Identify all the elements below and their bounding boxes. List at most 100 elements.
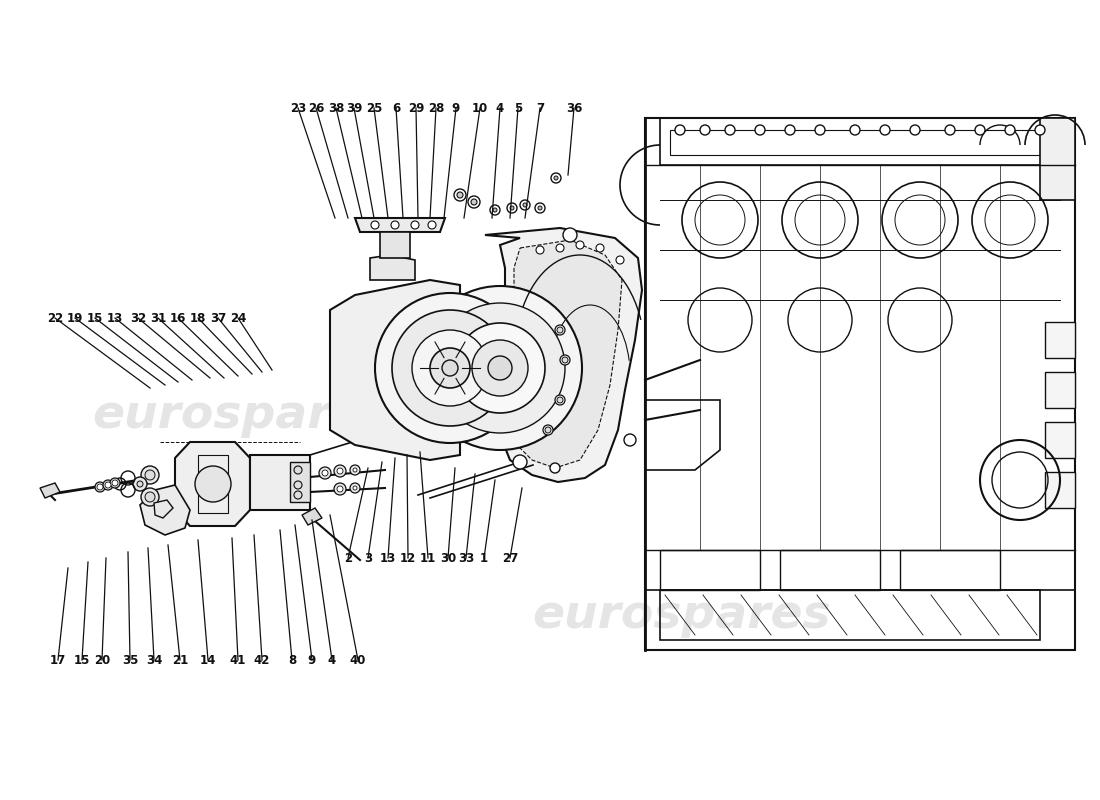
Text: 42: 42 — [254, 654, 271, 666]
Polygon shape — [370, 255, 415, 280]
Polygon shape — [140, 485, 190, 535]
Circle shape — [562, 357, 568, 363]
Circle shape — [138, 481, 143, 487]
Circle shape — [145, 470, 155, 480]
Circle shape — [294, 491, 302, 499]
Polygon shape — [330, 280, 460, 460]
Circle shape — [880, 125, 890, 135]
Circle shape — [815, 125, 825, 135]
Circle shape — [390, 221, 399, 229]
Circle shape — [596, 244, 604, 252]
Polygon shape — [250, 455, 310, 510]
Circle shape — [493, 208, 497, 212]
Text: 21: 21 — [172, 654, 188, 666]
Polygon shape — [154, 500, 173, 518]
Text: 25: 25 — [366, 102, 382, 114]
Text: 39: 39 — [345, 102, 362, 114]
Circle shape — [520, 200, 530, 210]
Text: 14: 14 — [200, 654, 217, 666]
Circle shape — [560, 355, 570, 365]
Circle shape — [454, 189, 466, 201]
Circle shape — [510, 206, 514, 210]
Circle shape — [468, 196, 480, 208]
Circle shape — [554, 176, 558, 180]
Text: 35: 35 — [122, 654, 139, 666]
Circle shape — [850, 125, 860, 135]
Text: 2: 2 — [344, 551, 352, 565]
Circle shape — [411, 221, 419, 229]
Circle shape — [141, 466, 160, 484]
Circle shape — [371, 221, 380, 229]
Circle shape — [557, 327, 563, 333]
Text: 28: 28 — [428, 102, 444, 114]
Circle shape — [975, 125, 984, 135]
Text: 4: 4 — [496, 102, 504, 114]
Text: 13: 13 — [379, 551, 396, 565]
Text: 37: 37 — [210, 311, 227, 325]
Circle shape — [103, 480, 113, 490]
Text: 19: 19 — [67, 311, 84, 325]
Text: 13: 13 — [107, 311, 123, 325]
Text: 9: 9 — [308, 654, 316, 666]
Text: 32: 32 — [130, 311, 146, 325]
Text: 11: 11 — [420, 551, 436, 565]
Text: 34: 34 — [146, 654, 162, 666]
Circle shape — [104, 482, 111, 488]
Polygon shape — [1040, 118, 1075, 200]
Circle shape — [556, 244, 564, 252]
Circle shape — [294, 466, 302, 474]
Circle shape — [353, 468, 358, 472]
Text: 23: 23 — [290, 102, 306, 114]
Circle shape — [337, 468, 343, 474]
Circle shape — [133, 477, 147, 491]
Circle shape — [322, 470, 328, 476]
Circle shape — [434, 303, 565, 433]
Text: 18: 18 — [190, 311, 206, 325]
Text: 33: 33 — [458, 551, 474, 565]
Polygon shape — [175, 442, 250, 526]
Circle shape — [97, 484, 103, 490]
Circle shape — [412, 330, 488, 406]
Circle shape — [112, 480, 118, 486]
Circle shape — [550, 463, 560, 473]
Circle shape — [195, 466, 231, 502]
Text: 15: 15 — [74, 654, 90, 666]
Polygon shape — [355, 218, 446, 232]
Circle shape — [430, 348, 470, 388]
Text: 6: 6 — [392, 102, 400, 114]
Circle shape — [556, 325, 565, 335]
Circle shape — [755, 125, 764, 135]
Circle shape — [535, 203, 544, 213]
Polygon shape — [1045, 322, 1075, 358]
Circle shape — [785, 125, 795, 135]
Text: 30: 30 — [440, 551, 456, 565]
Circle shape — [1035, 125, 1045, 135]
Text: 9: 9 — [452, 102, 460, 114]
Circle shape — [418, 286, 582, 450]
Circle shape — [110, 478, 120, 488]
Circle shape — [556, 395, 565, 405]
Circle shape — [350, 465, 360, 475]
Text: 7: 7 — [536, 102, 544, 114]
Text: 15: 15 — [87, 311, 103, 325]
Polygon shape — [302, 508, 322, 525]
Circle shape — [392, 310, 508, 426]
Text: 12: 12 — [400, 551, 416, 565]
Polygon shape — [1045, 372, 1075, 408]
Text: 38: 38 — [328, 102, 344, 114]
Text: 17: 17 — [50, 654, 66, 666]
Circle shape — [442, 360, 458, 376]
Text: 40: 40 — [350, 654, 366, 666]
Circle shape — [353, 486, 358, 490]
Text: 27: 27 — [502, 551, 518, 565]
Circle shape — [543, 425, 553, 435]
Text: 41: 41 — [230, 654, 246, 666]
Circle shape — [145, 492, 155, 502]
Circle shape — [945, 125, 955, 135]
Text: 29: 29 — [408, 102, 425, 114]
Polygon shape — [290, 462, 310, 502]
Circle shape — [616, 256, 624, 264]
Polygon shape — [379, 232, 410, 258]
Circle shape — [624, 434, 636, 446]
Circle shape — [428, 221, 436, 229]
